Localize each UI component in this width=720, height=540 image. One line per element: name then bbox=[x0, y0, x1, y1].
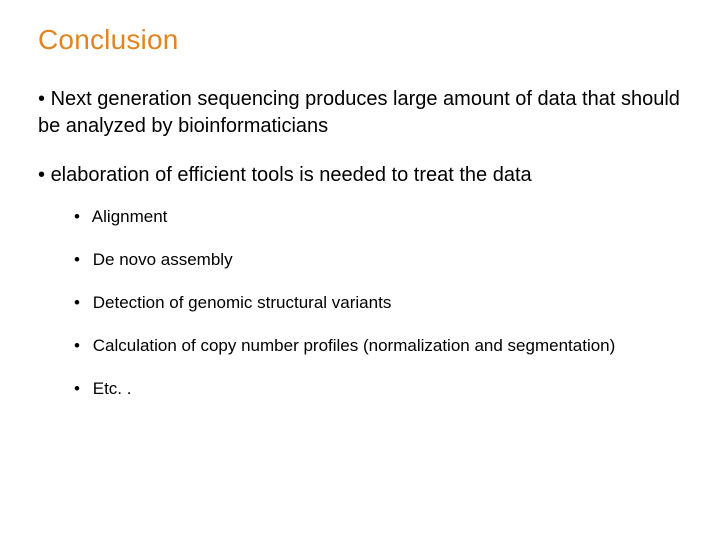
list-item: • De novo assembly bbox=[74, 246, 684, 275]
bullet-text: De novo assembly bbox=[93, 250, 233, 269]
bullet-list-l1: • Next generation sequencing produces la… bbox=[36, 86, 684, 403]
bullet-text: Detection of genomic structural variants bbox=[93, 293, 392, 312]
list-item: • Etc. . bbox=[74, 375, 684, 404]
list-item: • Alignment bbox=[74, 203, 684, 232]
bullet-text: Alignment bbox=[92, 207, 168, 226]
bullet-dot: • bbox=[38, 88, 51, 110]
bullet-dot: • bbox=[38, 164, 51, 186]
bullet-dot: • bbox=[74, 289, 88, 318]
bullet-dot: • bbox=[74, 332, 88, 361]
slide-title: Conclusion bbox=[38, 24, 684, 56]
list-item: • Next generation sequencing produces la… bbox=[38, 86, 684, 140]
bullet-list-l2: • Alignment • De novo assembly • Detecti… bbox=[38, 203, 684, 403]
list-item: • Calculation of copy number profiles (n… bbox=[74, 332, 684, 361]
list-item: • Detection of genomic structural varian… bbox=[74, 289, 684, 318]
bullet-dot: • bbox=[74, 246, 88, 275]
bullet-text: Etc. . bbox=[93, 379, 132, 398]
bullet-text: Next generation sequencing produces larg… bbox=[38, 88, 680, 137]
bullet-dot: • bbox=[74, 203, 88, 232]
slide: Conclusion • Next generation sequencing … bbox=[0, 0, 720, 540]
bullet-text: elaboration of efficient tools is needed… bbox=[51, 164, 532, 186]
bullet-text: Calculation of copy number profiles (nor… bbox=[93, 336, 616, 355]
bullet-dot: • bbox=[74, 375, 88, 404]
list-item: • elaboration of efficient tools is need… bbox=[38, 162, 684, 403]
